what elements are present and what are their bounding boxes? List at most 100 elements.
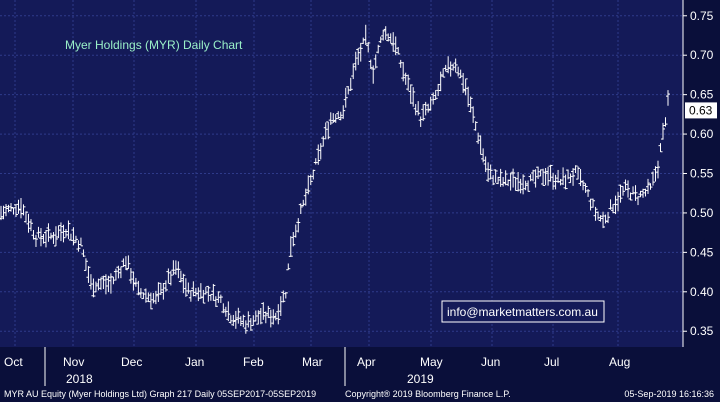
- ohlc-bar: [496, 176, 501, 185]
- ohlc-bar: [373, 54, 378, 69]
- ohlc-bar: [483, 156, 488, 173]
- ohlc-bar: [666, 90, 670, 106]
- x-year-label: 2019: [407, 372, 434, 386]
- ohlc-bar: [243, 320, 248, 334]
- ohlc-bar: [146, 292, 151, 303]
- ohlc-bar: [88, 274, 93, 290]
- ohlc-bar: [118, 266, 123, 279]
- ohlc-bar: [166, 268, 171, 284]
- ohlc-bar: [418, 116, 423, 127]
- ohlc-bar: [371, 65, 376, 84]
- ohlc-bar: [188, 290, 193, 302]
- ohlc-bar: [411, 87, 416, 107]
- x-month-label: Aug: [609, 355, 630, 369]
- ohlc-bar: [513, 176, 518, 191]
- ohlc-bar: [246, 311, 251, 328]
- y-tick-label: 0.55: [690, 167, 714, 181]
- ohlc-bar: [311, 169, 316, 180]
- ohlc-bar: [616, 191, 621, 212]
- ohlc-bar: [316, 144, 321, 165]
- ohlc-bar: [233, 310, 238, 329]
- ohlc-bar: [256, 310, 261, 325]
- ohlc-bar: [388, 33, 393, 44]
- ohlc-bar: [356, 47, 361, 65]
- ohlc-bar: [183, 278, 188, 297]
- ohlc-bar: [96, 278, 101, 291]
- ohlc-bar: [541, 168, 546, 186]
- ohlc-bar: [201, 289, 206, 304]
- ohlc-bar: [593, 206, 598, 221]
- ohlc-bar: [326, 121, 331, 140]
- ohlc-bar: [181, 273, 186, 294]
- ohlc-bar: [523, 180, 528, 191]
- ohlc-bar: [51, 232, 56, 244]
- footer-bar: MYR AU Equity (Myer Holdings Ltd) Graph …: [0, 386, 720, 402]
- ohlc-bar: [466, 86, 471, 107]
- ohlc-bar: [58, 222, 63, 242]
- ohlc-bar: [426, 103, 431, 113]
- ohlc-bar: [368, 59, 373, 69]
- ohlc-bar: [231, 314, 236, 326]
- ohlc-bar: [268, 309, 273, 328]
- ohlc-bar: [81, 249, 86, 257]
- ohlc-bar: [396, 46, 401, 55]
- ohlc-bar: [408, 84, 413, 104]
- ohlc-bar: [343, 87, 348, 108]
- ohlc-bar: [328, 112, 333, 125]
- ohlc-bar: [103, 274, 108, 295]
- ohlc-bar: [36, 226, 41, 238]
- ohlc-bar: [478, 135, 483, 155]
- ohlc-bar: [511, 168, 516, 188]
- ohlc-bar: [531, 169, 536, 182]
- ohlc-bar: [276, 304, 281, 325]
- ohlc-bar: [508, 172, 513, 191]
- ohlc-bar: [581, 180, 586, 191]
- ohlc-bar: [113, 268, 118, 281]
- ohlc-bar: [498, 168, 503, 187]
- ohlc-bars: [0, 24, 670, 334]
- ohlc-bar: [281, 290, 286, 303]
- ohlc-bar: [348, 77, 353, 91]
- ohlc-bar: [536, 166, 541, 179]
- contact-link: info@marketmatters.com.au: [447, 305, 598, 319]
- ohlc-bar: [491, 175, 496, 186]
- ohlc-bar: [353, 51, 358, 71]
- ohlc-bar: [386, 33, 391, 42]
- x-month-label: Jun: [481, 355, 500, 369]
- ohlc-bar: [438, 71, 443, 92]
- ohlc-bar: [553, 174, 558, 190]
- ohlc-bar: [446, 56, 451, 74]
- ohlc-bar: [241, 314, 246, 328]
- ohlc-bar: [493, 169, 498, 183]
- ohlc-bar: [128, 268, 133, 284]
- ohlc-bar: [73, 235, 78, 243]
- x-month-label: Feb: [243, 355, 264, 369]
- ohlc-bar: [601, 211, 606, 229]
- ohlc-bar: [13, 204, 18, 217]
- ohlc-bar: [551, 172, 556, 190]
- ohlc-bar: [468, 96, 473, 113]
- ohlc-bar: [8, 203, 13, 212]
- ohlc-bar: [76, 240, 81, 252]
- ohlc-bar: [331, 113, 336, 123]
- ohlc-bar: [463, 78, 468, 96]
- ohlc-bar: [398, 59, 403, 68]
- ohlc-bar: [66, 220, 71, 240]
- ohlc-bar: [333, 114, 338, 123]
- link-box: [441, 300, 605, 323]
- ohlc-bar: [486, 162, 491, 182]
- x-month-label: Apr: [357, 355, 376, 369]
- ohlc-bar: [443, 64, 448, 72]
- ohlc-bar: [566, 169, 571, 180]
- ohlc-bar: [71, 227, 76, 246]
- ohlc-bar: [401, 61, 406, 82]
- ohlc-bar: [191, 281, 196, 297]
- x-month-label: Jul: [544, 355, 559, 369]
- ohlc-bar: [633, 185, 638, 201]
- ohlc-bar: [293, 224, 298, 238]
- y-tick-label: 0.60: [690, 127, 714, 141]
- ohlc-bar: [658, 143, 663, 153]
- ohlc-bar: [628, 192, 633, 201]
- ohlc-bar: [16, 199, 21, 214]
- ohlc-bar: [41, 233, 46, 244]
